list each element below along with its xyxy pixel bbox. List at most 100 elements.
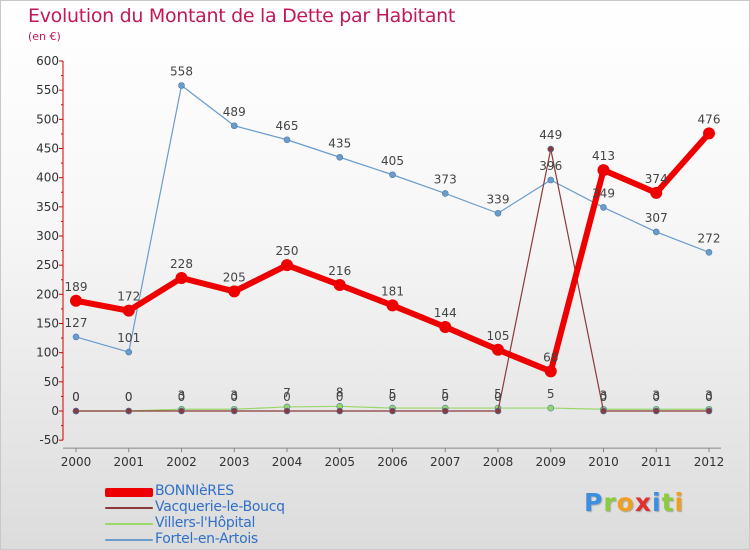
- data-label: 7: [283, 386, 291, 400]
- chart-title: Evolution du Montant de la Dette par Hab…: [28, 5, 456, 27]
- y-tick-label: 600: [36, 54, 59, 68]
- legend-label: BONNIèRES: [155, 483, 234, 499]
- logo-letter: o: [616, 488, 635, 517]
- data-label: 374: [645, 172, 668, 186]
- data-label: 5: [441, 387, 449, 401]
- data-label: 0: [283, 390, 291, 404]
- data-label: 272: [698, 231, 721, 245]
- x-tick-label: 2004: [272, 455, 303, 469]
- data-point: [600, 407, 607, 415]
- data-label: 181: [381, 284, 404, 298]
- data-point: [125, 407, 133, 415]
- data-point: [547, 176, 555, 184]
- data-point: [230, 122, 238, 130]
- legend-swatch: [105, 523, 153, 525]
- data-label: 5: [547, 387, 555, 401]
- data-point: [178, 407, 185, 415]
- legend-swatch: [105, 488, 153, 497]
- data-point: [492, 343, 504, 356]
- legend-item-fortel-en-artois: Fortel-en-Artois: [105, 531, 325, 548]
- chart-legend: BONNIèRES Vacquerie-le-Boucq Villers-l'Hôp…: [105, 483, 325, 548]
- data-point: [281, 259, 293, 272]
- data-label: 228: [170, 257, 193, 271]
- data-label: 0: [389, 390, 397, 404]
- data-label: 3: [178, 388, 186, 402]
- legend-swatch: [105, 507, 153, 509]
- data-point: [336, 153, 344, 161]
- x-tick-label: 2000: [61, 455, 92, 469]
- series-line-bonnieres: [73, 130, 712, 375]
- data-label: 5: [494, 387, 502, 401]
- data-point: [230, 407, 238, 415]
- logo-letter: P: [584, 488, 604, 517]
- x-tick-label: 2008: [483, 455, 514, 469]
- y-tick-label: 100: [36, 346, 59, 360]
- logo-letter: r: [603, 488, 617, 517]
- data-point: [336, 407, 344, 415]
- data-label: 489: [223, 105, 246, 119]
- data-label: 205: [223, 270, 246, 284]
- data-label: 0: [494, 390, 502, 404]
- data-label: 0: [600, 390, 608, 404]
- legend-item-vacquerie-le-boucq: Vacquerie-le-Boucq: [105, 499, 325, 516]
- data-point: [70, 294, 82, 307]
- data-point: [72, 407, 80, 415]
- x-tick-label: 2006: [377, 455, 408, 469]
- x-tick-label: 2012: [694, 455, 725, 469]
- legend-item-villers-l-hopital: Villers-l'Hôpital: [105, 515, 325, 532]
- legend-item-bonnieres: BONNIèRES: [105, 483, 325, 500]
- data-label: 0: [125, 390, 133, 404]
- data-label: 189: [65, 280, 88, 294]
- data-label: 0: [652, 390, 660, 404]
- proxiti-logo: Proxiti: [584, 488, 684, 517]
- logo-letter: i: [674, 488, 685, 517]
- y-tick-label: 0: [51, 404, 59, 418]
- data-label: 127: [65, 316, 88, 330]
- y-tick-label: 400: [36, 171, 59, 185]
- logo-letter: x: [634, 488, 652, 517]
- x-tick-label: 2007: [430, 455, 461, 469]
- data-label: 3: [230, 388, 238, 402]
- y-tick-label: 500: [36, 112, 59, 126]
- data-label: 101: [117, 331, 140, 345]
- y-tick-label: -50: [39, 433, 59, 447]
- data-label: 0: [72, 390, 80, 404]
- series-line-fortel-en-artois: [75, 84, 710, 353]
- data-point: [547, 145, 555, 153]
- data-label: 0: [125, 390, 133, 404]
- y-tick-label: 300: [36, 229, 59, 243]
- data-point: [652, 407, 660, 415]
- data-label: 144: [434, 306, 457, 320]
- data-point: [122, 304, 135, 317]
- legend-label: Fortel-en-Artois: [155, 531, 258, 547]
- data-label: 0: [72, 390, 80, 404]
- data-point: [389, 171, 396, 179]
- logo-letter: i: [652, 488, 662, 517]
- data-point: [125, 348, 133, 356]
- data-point: [333, 279, 346, 291]
- legend-label: Villers-l'Hôpital: [155, 515, 256, 531]
- data-point: [72, 333, 80, 341]
- y-tick-label: 350: [36, 200, 59, 214]
- data-label: 476: [698, 112, 721, 126]
- logo-letter: t: [661, 488, 675, 517]
- x-tick-label: 2010: [588, 455, 619, 469]
- y-tick-label: 450: [36, 142, 59, 156]
- data-label: 307: [645, 211, 668, 225]
- data-label: 3: [705, 388, 713, 402]
- data-point: [283, 407, 291, 415]
- data-point: [597, 164, 610, 177]
- y-tick-label: 150: [36, 317, 59, 331]
- data-point: [600, 204, 607, 211]
- chart-subtitle: (en €): [28, 30, 61, 43]
- data-point: [705, 249, 713, 256]
- data-label: 449: [539, 128, 562, 142]
- data-label: 413: [592, 149, 615, 163]
- data-point: [547, 404, 555, 412]
- legend-swatch: [105, 539, 153, 541]
- data-label: 0: [441, 390, 449, 404]
- data-label: 105: [487, 329, 510, 343]
- data-point: [283, 136, 291, 144]
- data-point: [439, 321, 452, 333]
